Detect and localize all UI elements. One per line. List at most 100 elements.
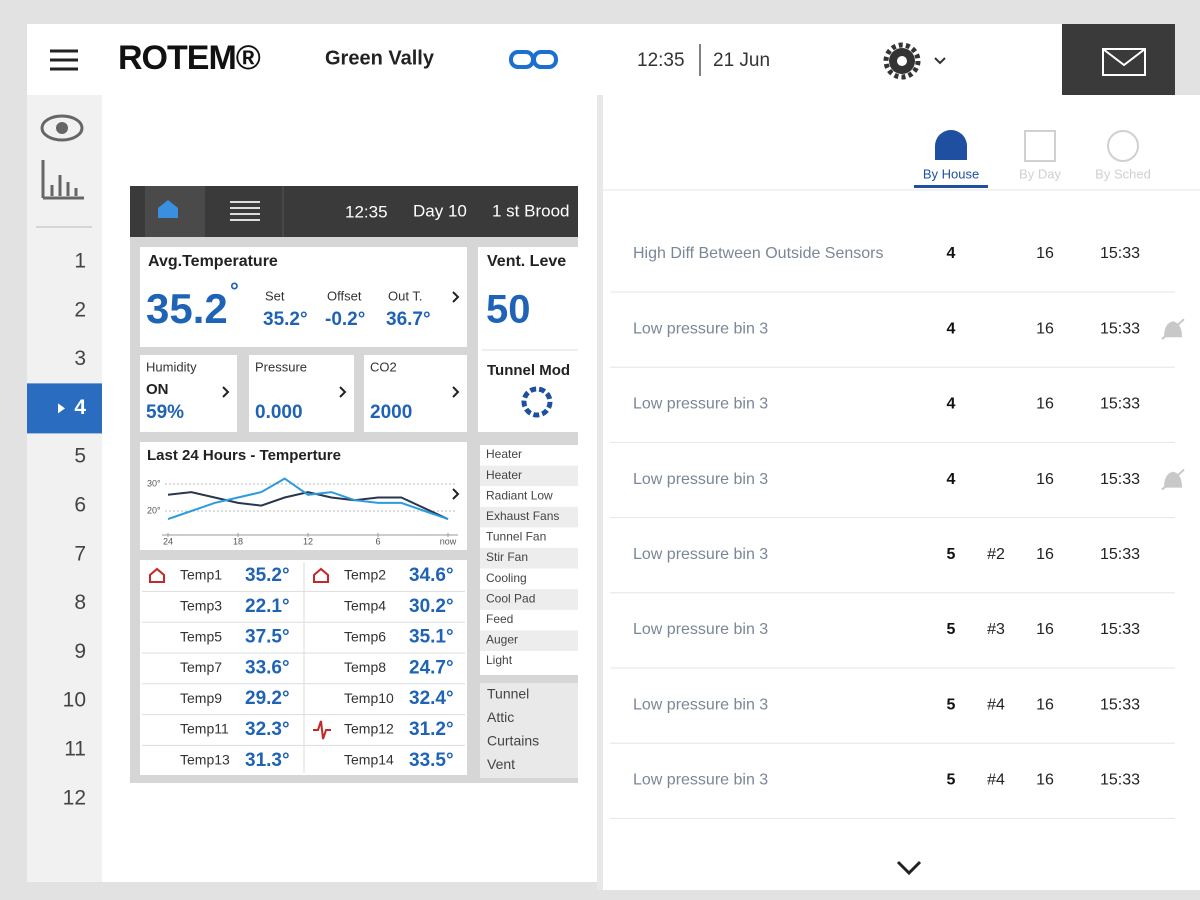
sensor-value: 35.2°	[245, 565, 290, 586]
menu-icon[interactable]	[50, 49, 78, 71]
tab-label[interactable]: By House	[923, 166, 979, 181]
value: 2000	[370, 402, 412, 423]
house-number[interactable]: 5	[74, 445, 86, 468]
card	[249, 355, 354, 432]
card	[140, 355, 237, 432]
house-number[interactable]: 6	[74, 494, 86, 517]
device: Cool Pad	[486, 591, 535, 605]
alarm-day: 16	[1036, 546, 1054, 563]
dashboard-topbar	[130, 186, 590, 237]
inlet: Tunnel	[487, 686, 529, 702]
alarm-house: 5	[947, 772, 956, 789]
alarm-message: Low pressure bin 3	[633, 772, 768, 789]
alarm-time: 15:33	[1100, 772, 1140, 789]
alarm-day: 16	[1036, 396, 1054, 413]
chevron[interactable]	[452, 488, 460, 500]
sensor-value: 35.1°	[409, 627, 454, 648]
sensor-value: 30.2°	[409, 596, 454, 617]
house-icon	[313, 567, 329, 583]
label: Humidity	[146, 359, 197, 374]
alarm-time: 15:33	[1100, 621, 1140, 638]
chevron[interactable]	[222, 386, 230, 398]
value: 35.2°	[263, 309, 308, 330]
graph-icon[interactable]	[41, 160, 84, 200]
x-tick-label: 24	[163, 536, 173, 546]
active-arrow	[58, 403, 65, 414]
value: 36.7°	[386, 309, 431, 330]
alarm-message: Low pressure bin 3	[633, 696, 768, 713]
house-number[interactable]: 10	[63, 689, 86, 712]
sensor-value: 33.5°	[409, 750, 454, 771]
house-number[interactable]: 11	[64, 738, 86, 761]
device: Radiant Low	[486, 488, 553, 502]
house-number[interactable]: 8	[74, 591, 86, 614]
x-tick-label: 18	[233, 536, 243, 546]
device: Heater	[486, 468, 522, 482]
house-number[interactable]: 4	[74, 396, 86, 419]
mode: Tunnel Mod	[487, 362, 570, 379]
device: Heater	[486, 447, 522, 461]
link-icon[interactable]	[509, 50, 558, 69]
inlet: Attic	[487, 709, 514, 725]
device: Cooling	[486, 571, 527, 585]
chart-title: Last 24 Hours - Temperture	[147, 447, 341, 464]
chevron[interactable]	[452, 386, 460, 398]
house-number[interactable]: 9	[74, 640, 86, 663]
sensor-icon	[313, 720, 331, 740]
card	[140, 442, 467, 550]
card	[478, 247, 590, 432]
alarm-time: 15:33	[1100, 696, 1140, 713]
day: Day 10	[413, 201, 467, 220]
tab-underline	[914, 185, 988, 188]
state: ON	[146, 381, 169, 398]
device: Auger	[486, 633, 518, 647]
label: Out T.	[388, 288, 422, 303]
house-number[interactable]: 2	[74, 298, 86, 321]
chevron[interactable]	[339, 386, 347, 398]
alarm-house: 4	[947, 396, 956, 413]
sensor-value: 37.5°	[245, 627, 290, 648]
stage: 1 st Brood	[492, 201, 570, 220]
tab-label[interactable]: By Day	[1019, 166, 1061, 181]
alarm-message: Low pressure bin 3	[633, 546, 768, 563]
sensor-name: Temp7	[180, 659, 222, 675]
sensor-name: Temp2	[344, 567, 386, 583]
x-tick-label: 6	[375, 536, 380, 546]
sched-tab-icon	[1107, 130, 1139, 162]
row-stripe	[480, 548, 590, 569]
alarm-panel	[603, 95, 1200, 890]
settings-icon[interactable]	[883, 42, 946, 80]
list-icon[interactable]	[230, 201, 260, 221]
sensor-name: Temp9	[180, 690, 222, 706]
panel-shadow	[597, 95, 603, 890]
sensor-value: 31.2°	[409, 719, 454, 740]
chevron[interactable]	[452, 291, 460, 303]
tab-label[interactable]: By Sched	[1095, 166, 1151, 181]
scroll-down[interactable]	[896, 860, 922, 876]
view-icon[interactable]	[40, 114, 84, 142]
house-number[interactable]: 3	[74, 347, 86, 370]
house-icon	[149, 567, 165, 583]
alarm-house: 4	[947, 320, 956, 337]
day-tab-icon	[1024, 130, 1056, 162]
avg-temp: 35.2	[146, 285, 228, 332]
mail-icon	[1102, 48, 1146, 76]
sensor-name: Temp11	[180, 721, 229, 737]
mail-button[interactable]	[1062, 24, 1175, 95]
vent-level: 50	[486, 288, 531, 332]
sidebar	[27, 95, 102, 882]
device: Tunnel Fan	[486, 530, 546, 544]
label: Offset	[327, 288, 362, 303]
alarm-time: 15:33	[1100, 396, 1140, 413]
sensor-value: 32.3°	[245, 719, 290, 740]
card	[364, 355, 467, 432]
brand-logo: ROTEM®	[118, 39, 261, 77]
house-number[interactable]: 1	[74, 250, 86, 273]
series-line	[167, 477, 449, 521]
house-number[interactable]: 7	[74, 542, 86, 565]
sensor-value: 29.2°	[245, 688, 290, 709]
sensor-value: 31.3°	[245, 750, 290, 771]
house-number[interactable]: 12	[63, 786, 86, 809]
sensor-name: Temp12	[344, 721, 394, 737]
